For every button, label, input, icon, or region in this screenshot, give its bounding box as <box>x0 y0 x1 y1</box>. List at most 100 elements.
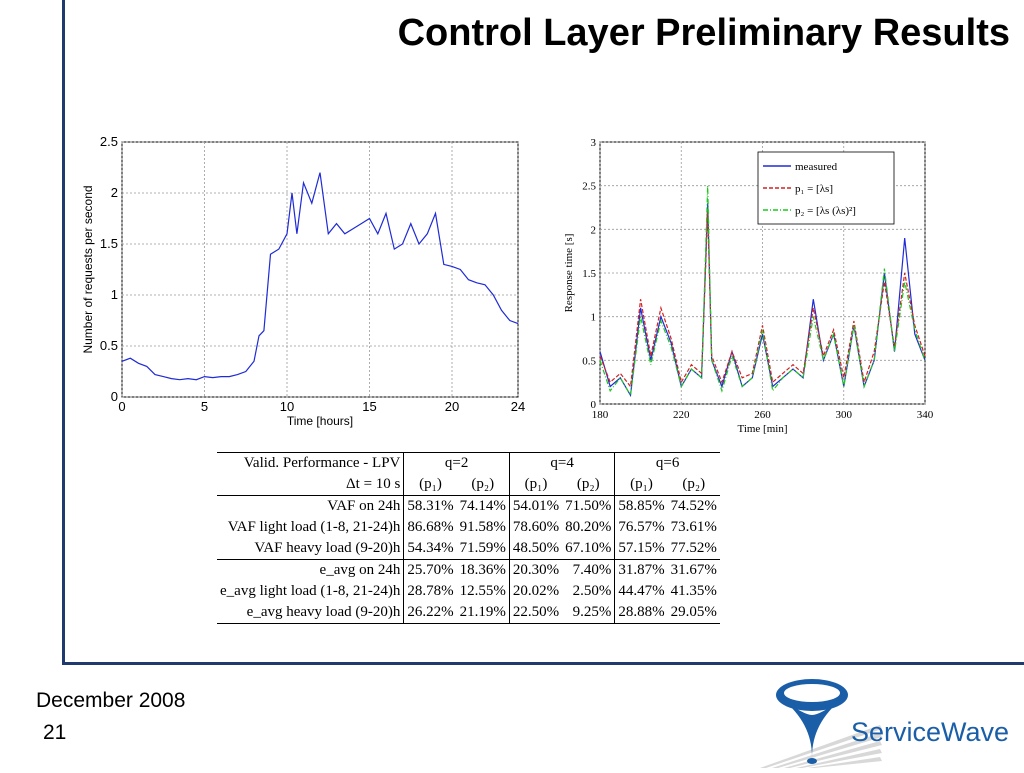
series-line-s0 <box>121 172 519 381</box>
table-row: e_avg heavy load (9-20)h 26.22% 21.19% 22.5… <box>217 602 720 624</box>
table-param-header: (p₂) <box>562 474 615 496</box>
table-cell: 57.15% <box>614 538 668 560</box>
x-tick-label: 0 <box>118 399 125 414</box>
legend-label: p₂ = [λs (λs)²] <box>795 205 856 217</box>
table-param-header: (p₂) <box>667 474 720 496</box>
x-tick-label: 10 <box>280 399 294 414</box>
table-cell: 44.47% <box>614 581 668 602</box>
y-tick-label: 0 <box>591 399 597 411</box>
table-cell: 71.59% <box>459 540 506 556</box>
table-row: VAF on 24h 58.31% 74.14% 54.01% 71.50% 58.85%… <box>217 495 720 517</box>
table-cell: 54.01% <box>508 495 563 517</box>
y-tick-label: 1 <box>591 312 597 324</box>
response-time-chart: 180 220 260 300 340 0 0.5 1 1.5 2 2.5 3 Time [min] Re… <box>560 130 945 440</box>
table-corner-header: Valid. Performance - LPV <box>217 452 405 474</box>
legend-label: measured <box>795 161 838 173</box>
slide-frame-bottom-border <box>62 662 1024 665</box>
y-tick-label: 3 <box>591 137 597 149</box>
table-cell: 22.50% <box>508 602 563 624</box>
table-cell: 73.61% <box>670 519 717 535</box>
table-cell: 67.10% <box>565 540 612 556</box>
y-tick-label: 2 <box>111 185 118 200</box>
table-cell: 18.36% <box>456 559 510 581</box>
requests-chart: 0 5 10 15 20 24 0 0.5 1 1.5 2 2.5 Time [hours] Number… <box>78 130 538 430</box>
table-cell: 12.55% <box>459 583 506 599</box>
table-group-header: q=2 <box>403 452 510 474</box>
table-row-label: e_avg on 24h <box>217 559 405 581</box>
table-cell: 25.70% <box>403 559 457 581</box>
x-tick-label: 220 <box>673 409 690 421</box>
table-cell: 54.34% <box>403 538 457 560</box>
table-cell: 28.78% <box>403 581 457 602</box>
x-tick-label: 260 <box>754 409 771 421</box>
footer-date: December 2008 <box>36 689 186 712</box>
table-param-header: (p₁) <box>403 474 457 496</box>
table-row-label: VAF light load (1-8, 21-24)h <box>217 517 405 538</box>
servicewave-logo: ServiceWave <box>760 665 1024 768</box>
performance-table: Valid. Performance - LPV q=2 q=4 q=6 Δt = 10… <box>217 452 720 624</box>
table-param-header: (p₁) <box>614 474 668 496</box>
table-cell: 58.85% <box>614 495 668 517</box>
table-cell: 20.02% <box>508 581 563 602</box>
page-number: 21 <box>43 721 67 744</box>
table-row: VAF light load (1-8, 21-24)h 86.68% 91.58%… <box>217 517 720 538</box>
x-tick-label: 300 <box>836 409 853 421</box>
series-line-ps <box>599 211 926 389</box>
x-tick-label: 24 <box>511 399 525 414</box>
table-cell: 20.30% <box>508 559 563 581</box>
x-tick-label: 15 <box>362 399 376 414</box>
table-row-label: e_avg light load (1-8, 21-24)h <box>217 581 405 602</box>
y-tick-label: 0 <box>111 389 118 404</box>
table-cell: 29.05% <box>667 602 720 624</box>
y-tick-label: 0.5 <box>582 355 596 367</box>
y-tick-label: 2 <box>591 224 597 236</box>
table-cell: 31.87% <box>614 559 668 581</box>
response-time-chart-svg: 180 220 260 300 340 0 0.5 1 1.5 2 2.5 3 Time [min] Re… <box>563 137 934 435</box>
y-tick-label: 1.5 <box>582 268 596 280</box>
table-cell: 77.52% <box>670 540 717 556</box>
logo-swirl-icon <box>776 679 848 764</box>
table-header-row: Valid. Performance - LPV q=2 q=4 q=6 <box>217 452 720 474</box>
table-cell: 9.25% <box>562 602 615 624</box>
slide-title: Control Layer Preliminary Results <box>397 12 1010 54</box>
table-group-header: q=4 <box>508 452 615 474</box>
table-cell: 76.57% <box>614 517 668 538</box>
table-cell: 71.50% <box>565 498 612 514</box>
table-row: VAF heavy load (9-20)h 54.34% 71.59% 48.50%… <box>217 538 720 560</box>
y-tick-label: 2.5 <box>582 181 596 193</box>
table-cell: 80.20% <box>565 519 612 535</box>
x-tick-label: 340 <box>917 409 934 421</box>
table-cell: 78.60% <box>508 517 563 538</box>
table-cell: 21.19% <box>456 602 510 624</box>
logo-text: ServiceWave <box>851 717 1009 747</box>
y-tick-label: 2.5 <box>100 134 118 149</box>
x-tick-label: 20 <box>445 399 459 414</box>
y-tick-label: 1 <box>111 287 118 302</box>
x-tick-label: 180 <box>592 409 609 421</box>
table-cell: 74.52% <box>670 498 717 514</box>
table-cell: 26.22% <box>403 602 457 624</box>
table-subheader-row: Δt = 10 s (p₁) (p₂) (p₁) (p₂) (p₁) (p₂) <box>217 474 720 496</box>
table-row: e_avg light load (1-8, 21-24)h 28.78% 12.5… <box>217 581 720 602</box>
requests-chart-svg: 0 5 10 15 20 24 0 0.5 1 1.5 2 2.5 Time [hours] Number… <box>81 134 525 428</box>
table-cell: 86.68% <box>403 517 457 538</box>
x-axis-label: Time [min] <box>737 423 787 435</box>
table-cell: 7.40% <box>562 559 615 581</box>
y-tick-label: 1.5 <box>100 236 118 251</box>
table-row-label: VAF heavy load (9-20)h <box>217 538 405 560</box>
y-axis-label: Number of requests per second <box>81 185 95 353</box>
slide-frame-left-border <box>62 0 65 665</box>
table-cell: 41.35% <box>670 583 717 599</box>
y-tick-label: 0.5 <box>100 338 118 353</box>
y-axis-label: Response time [s] <box>563 234 575 313</box>
table-cell: 2.50% <box>572 583 612 599</box>
table-row-label: VAF on 24h <box>217 495 405 517</box>
x-axis-label: Time [hours] <box>287 414 353 428</box>
table-cell: 91.58% <box>459 519 506 535</box>
table-param-header: (p₁) <box>508 474 563 496</box>
table-param-header: (p₂) <box>456 474 510 496</box>
legend-box <box>757 151 895 225</box>
table-cell: 28.88% <box>614 602 668 624</box>
table-row-label: e_avg heavy load (9-20)h <box>217 602 405 624</box>
x-tick-label: 5 <box>201 399 208 414</box>
